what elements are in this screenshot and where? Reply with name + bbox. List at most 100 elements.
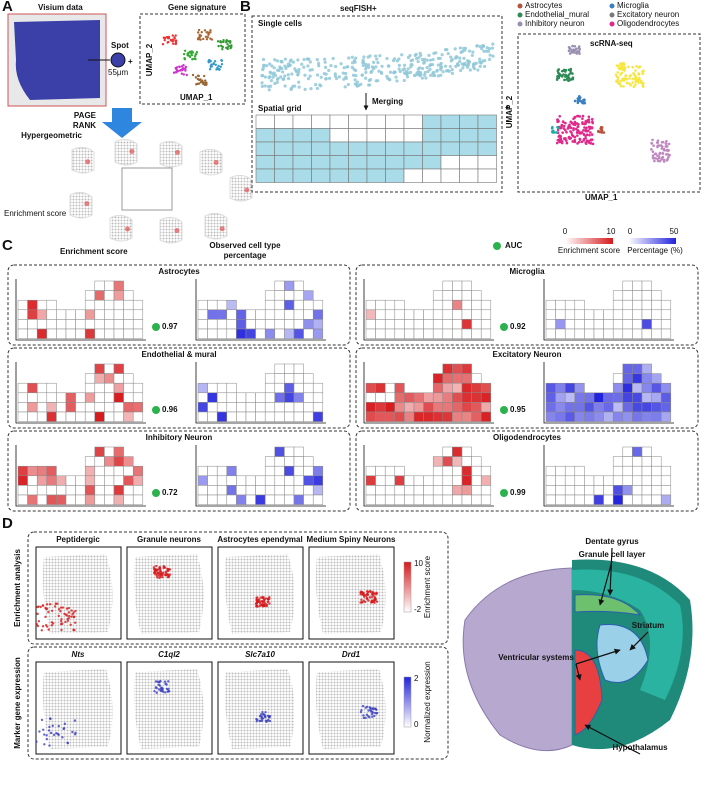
grid-cell xyxy=(84,475,96,486)
umap-point xyxy=(568,73,571,76)
plus: + xyxy=(505,103,510,112)
signal xyxy=(64,620,67,624)
umap-point xyxy=(585,126,588,130)
umap-point xyxy=(589,131,592,134)
grid-cell xyxy=(612,299,624,311)
grid-cell xyxy=(375,465,386,477)
image-title: Medium Spiny Neurons xyxy=(307,535,396,544)
umap-point xyxy=(615,64,619,67)
grid-cell xyxy=(384,319,396,330)
grid-cell xyxy=(459,155,479,170)
grid-cell xyxy=(293,392,304,403)
grid-cell xyxy=(394,309,405,320)
umap-point xyxy=(196,31,200,34)
grid-cell xyxy=(632,309,643,320)
grid-cell xyxy=(641,309,652,320)
umap-point xyxy=(186,52,189,56)
umap-point xyxy=(572,127,576,130)
signal xyxy=(56,732,60,736)
umap-point xyxy=(631,65,634,69)
grid-cell xyxy=(36,309,48,320)
cell-point xyxy=(269,79,274,83)
auc-dot xyxy=(500,406,508,414)
hotspot xyxy=(174,228,180,234)
grid-cell xyxy=(651,309,662,320)
grid-cell xyxy=(442,494,453,505)
signal xyxy=(47,628,50,631)
signal xyxy=(45,737,48,741)
cell-point xyxy=(486,49,491,53)
row-box xyxy=(27,646,449,760)
grid-cell xyxy=(404,328,415,339)
umap-point xyxy=(217,64,220,68)
grid-cell xyxy=(113,402,124,413)
signal xyxy=(69,623,72,627)
grid-cell xyxy=(603,309,614,320)
signal xyxy=(370,707,374,710)
umap-point xyxy=(198,35,202,39)
grid-cell xyxy=(384,494,396,505)
cell-point xyxy=(327,76,332,80)
umap-point xyxy=(202,74,206,78)
scale-tick: 0 xyxy=(563,227,568,236)
cell-point xyxy=(353,78,357,82)
grid-cell xyxy=(632,319,643,330)
signal xyxy=(372,592,376,595)
umap-point xyxy=(587,115,591,119)
grid-cell xyxy=(442,299,453,311)
grid-cell xyxy=(564,494,576,505)
cell-point xyxy=(462,56,466,60)
cell-point xyxy=(479,60,483,64)
grid-cell xyxy=(123,456,134,467)
cell-point xyxy=(324,76,328,81)
grid-cell xyxy=(293,475,304,486)
umap-point xyxy=(584,141,587,144)
grid-cell xyxy=(660,494,672,505)
grid-cell xyxy=(84,382,96,394)
grid-cell xyxy=(584,475,595,486)
cell-point xyxy=(460,49,465,54)
cortex xyxy=(572,569,683,700)
umap-point xyxy=(563,78,566,82)
grid-cell xyxy=(641,465,652,477)
grid-cell xyxy=(403,114,423,129)
umap-point xyxy=(174,39,178,42)
grid-cell xyxy=(452,382,463,394)
hippocampus xyxy=(574,594,642,616)
grid-cell xyxy=(452,475,463,486)
umap-point xyxy=(183,49,187,52)
umap-point xyxy=(207,32,210,36)
cell-point xyxy=(431,58,435,62)
grid-cell xyxy=(461,402,472,413)
cell-point xyxy=(283,74,287,78)
cell-point xyxy=(480,47,484,51)
grid-cell xyxy=(440,141,460,156)
grid-cell xyxy=(480,475,492,486)
umap-point xyxy=(200,80,204,84)
grid-cell xyxy=(264,402,276,413)
signal xyxy=(41,625,45,628)
grid-cell xyxy=(84,411,96,422)
grid-cell xyxy=(413,411,424,422)
grid-cell xyxy=(432,485,444,496)
grid-cell xyxy=(236,319,247,330)
grid-cell xyxy=(236,494,247,505)
grid-cell xyxy=(442,485,453,496)
grid-cell xyxy=(641,299,652,311)
grid-cell xyxy=(375,494,386,505)
grid-cell xyxy=(622,328,633,339)
colorbar xyxy=(403,561,412,613)
brain-thumb xyxy=(114,138,138,166)
umap-point xyxy=(228,44,231,48)
umap-point xyxy=(631,81,634,84)
grid-cell xyxy=(197,494,208,505)
grid-cell xyxy=(366,155,386,170)
grid-cell xyxy=(274,280,285,291)
umap-point xyxy=(204,35,208,38)
signal xyxy=(374,597,377,600)
grid-cell xyxy=(312,494,324,505)
signal xyxy=(371,710,374,713)
umap-point xyxy=(600,128,603,131)
cell-point xyxy=(387,77,391,81)
column-header: Observed cell type percentage xyxy=(209,241,281,260)
